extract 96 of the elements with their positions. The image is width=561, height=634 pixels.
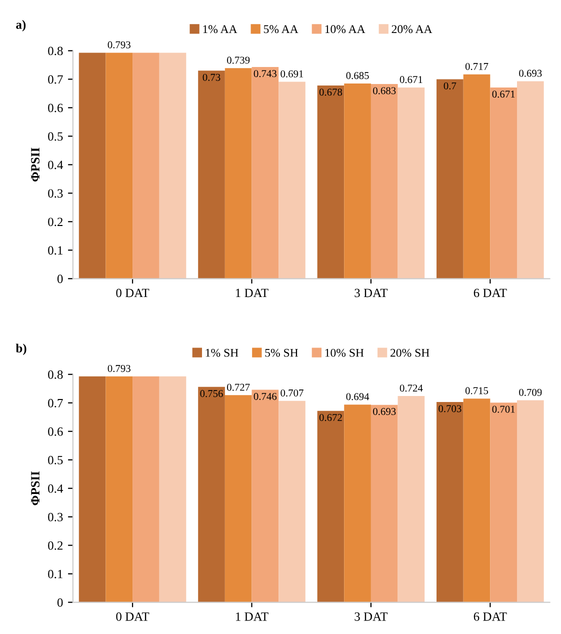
data-label: 0.793 — [108, 41, 130, 48]
bar — [78, 52, 106, 279]
y-tick-label: 0.4 — [48, 484, 64, 493]
data-label: 0.671 — [492, 90, 515, 98]
bar — [344, 404, 371, 602]
y-tick-label: 0.1 — [48, 570, 62, 578]
x-tick-label: 1 DAT — [236, 288, 268, 298]
legend-label: 5% SH — [265, 348, 298, 357]
data-label: 0.724 — [400, 384, 423, 392]
y-tick-label: 0.3 — [48, 512, 63, 522]
data-label: 0.693 — [373, 408, 396, 416]
legend-label: 10% AA — [325, 25, 366, 34]
y-axis-title: ΦPSII — [31, 148, 40, 182]
bar — [398, 396, 425, 602]
x-tick-label: 0 DAT — [116, 612, 150, 621]
data-label: 0.701 — [492, 406, 515, 413]
legend-label: 1% AA — [203, 25, 238, 34]
y-tick-label: 0.6 — [48, 104, 63, 112]
bar — [436, 79, 464, 279]
data-label: 0.707 — [280, 389, 304, 397]
bar — [463, 74, 490, 279]
y-tick-label: 0.1 — [48, 246, 62, 255]
bar — [224, 68, 252, 279]
y-tick-label: 0.6 — [48, 427, 63, 436]
y-tick-label: 0 — [57, 598, 63, 607]
x-tick-label: 6 DAT — [474, 612, 507, 621]
data-label: 0.703 — [438, 405, 462, 412]
bar — [159, 376, 186, 602]
legend-label: 20% AA — [392, 25, 432, 34]
data-label: 0.793 — [108, 364, 130, 372]
data-label: 0.7 — [444, 82, 456, 90]
bar — [132, 376, 160, 602]
y-tick-label: 0.2 — [48, 218, 63, 226]
bar — [516, 81, 544, 279]
data-label: 0.73 — [202, 74, 220, 81]
y-tick-label: 0.3 — [48, 189, 63, 198]
bar — [317, 85, 344, 279]
data-label: 0.743 — [254, 70, 276, 78]
data-label: 0.739 — [227, 56, 250, 64]
y-tick-label: 0 — [57, 274, 63, 284]
bar — [463, 398, 490, 602]
bar — [278, 82, 306, 279]
bar — [106, 52, 133, 279]
data-label: 0.746 — [254, 392, 277, 400]
legend-label: 1% SH — [206, 348, 238, 357]
y-tick-label: 0.7 — [48, 75, 63, 84]
data-label: 0.709 — [519, 388, 542, 396]
bar — [370, 404, 398, 602]
y-tick-label: 0.8 — [48, 370, 63, 379]
bar — [317, 410, 344, 602]
x-tick-label: 3 DAT — [354, 612, 388, 621]
legend-label: 5% AA — [264, 25, 298, 34]
data-label: 0.694 — [346, 393, 370, 400]
x-tick-label: 6 DAT — [474, 288, 507, 298]
bar — [516, 400, 544, 602]
y-tick-label: 0.2 — [48, 541, 63, 550]
bar — [78, 376, 106, 602]
bar — [344, 83, 371, 279]
legend-label: 20% SH — [390, 348, 430, 357]
data-label: 0.693 — [519, 70, 542, 77]
chart-title: b) — [16, 344, 26, 356]
bar — [398, 87, 425, 279]
bar — [252, 390, 279, 602]
x-tick-label: 1 DAT — [236, 612, 268, 621]
y-tick-label: 0.8 — [48, 46, 63, 56]
data-label: 0.717 — [465, 62, 488, 70]
data-label: 0.756 — [200, 390, 223, 398]
bar — [198, 386, 225, 602]
data-label: 0.678 — [319, 88, 342, 96]
bar — [278, 400, 306, 602]
bar — [198, 70, 225, 279]
x-tick-label: 3 DAT — [354, 288, 388, 298]
data-label: 0.685 — [346, 72, 369, 80]
data-label: 0.683 — [373, 87, 396, 94]
data-label: 0.671 — [400, 76, 422, 84]
y-tick-label: 0.5 — [48, 132, 63, 141]
chart-title: a) — [16, 20, 26, 32]
x-tick-label: 0 DAT — [116, 288, 150, 298]
bar — [490, 87, 517, 279]
data-label: 0.672 — [319, 414, 342, 422]
bar — [159, 52, 186, 279]
data-label: 0.691 — [280, 70, 304, 78]
bar — [132, 52, 160, 279]
y-tick-label: 0.4 — [48, 160, 64, 170]
y-tick-label: 0.7 — [48, 398, 63, 408]
data-label: 0.727 — [227, 384, 250, 391]
y-axis-title: ΦPSII — [31, 471, 40, 506]
bar — [490, 402, 517, 602]
bar — [106, 376, 133, 602]
bar — [252, 66, 279, 279]
data-label: 0.715 — [465, 387, 488, 394]
bar — [224, 395, 252, 602]
bar — [436, 402, 464, 602]
y-tick-label: 0.5 — [48, 456, 63, 464]
legend-label: 10% SH — [325, 348, 364, 357]
bar — [370, 84, 398, 279]
